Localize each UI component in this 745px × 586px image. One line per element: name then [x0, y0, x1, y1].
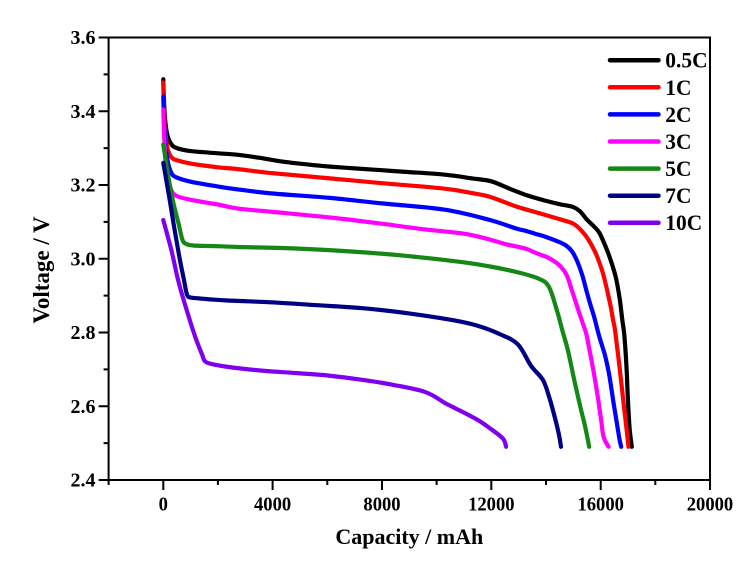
svg-text:1C: 1C — [665, 74, 691, 100]
svg-text:7C: 7C — [665, 183, 691, 209]
svg-text:16000: 16000 — [577, 494, 623, 516]
svg-text:20000: 20000 — [687, 494, 733, 516]
svg-text:8000: 8000 — [363, 494, 400, 516]
svg-text:3C: 3C — [665, 128, 691, 154]
svg-text:3.0: 3.0 — [71, 248, 96, 270]
svg-text:2C: 2C — [665, 101, 691, 127]
svg-text:3.6: 3.6 — [71, 27, 96, 49]
svg-text:Voltage / V: Voltage / V — [29, 216, 54, 324]
svg-text:2.4: 2.4 — [71, 470, 96, 492]
svg-text:3.2: 3.2 — [71, 175, 96, 197]
svg-text:3.4: 3.4 — [71, 101, 96, 123]
svg-text:0.5C: 0.5C — [665, 47, 707, 73]
svg-text:0: 0 — [159, 494, 168, 516]
svg-text:12000: 12000 — [468, 494, 514, 516]
svg-text:5C: 5C — [665, 156, 691, 182]
svg-text:Capacity / mAh: Capacity / mAh — [335, 524, 483, 549]
svg-text:2.6: 2.6 — [71, 396, 96, 418]
svg-text:10C: 10C — [665, 210, 702, 236]
svg-text:4000: 4000 — [254, 494, 291, 516]
svg-text:2.8: 2.8 — [71, 322, 96, 344]
